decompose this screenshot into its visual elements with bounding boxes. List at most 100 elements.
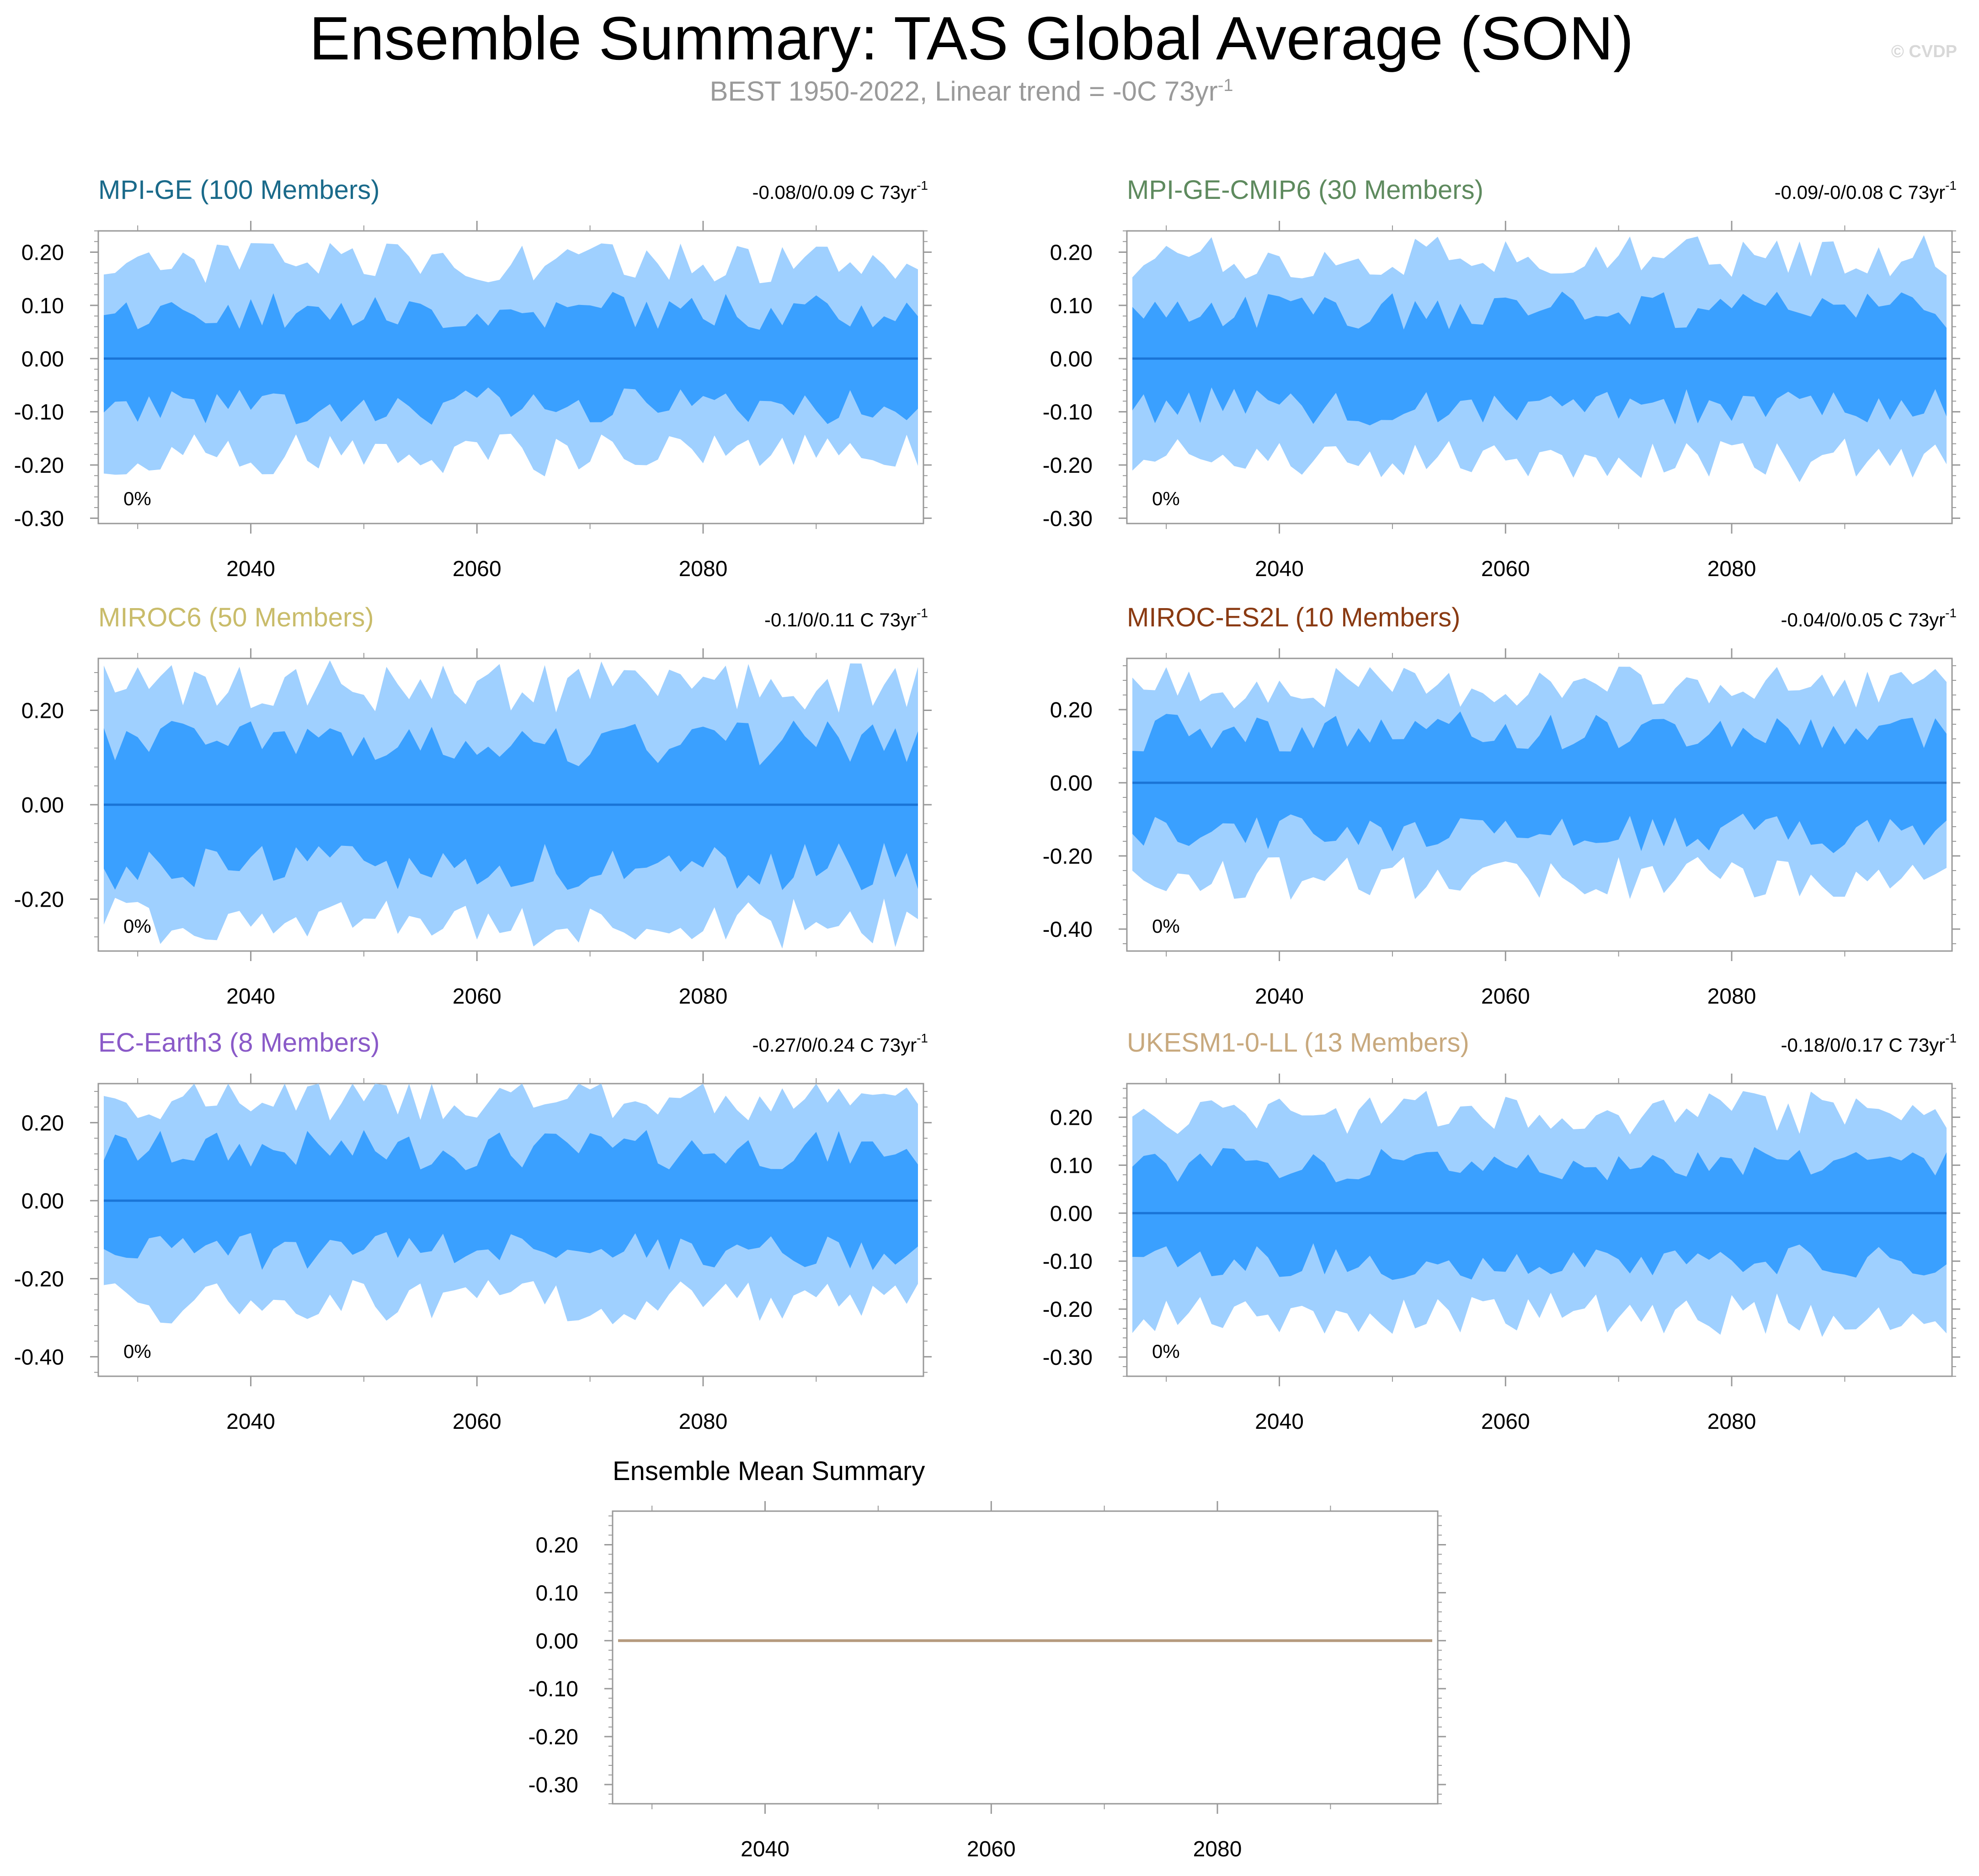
x-tick-label: 2060: [1481, 1410, 1530, 1434]
panel-percent-label: 0%: [1152, 1341, 1180, 1362]
y-tick-label: 0.00: [1050, 771, 1093, 796]
y-tick-label: 0.20: [1050, 698, 1093, 722]
y-tick-label: -0.10: [14, 401, 64, 425]
x-tick-label: 2080: [1707, 557, 1756, 581]
x-tick-label: 2080: [1707, 1410, 1756, 1434]
x-tick-label: 2080: [679, 557, 728, 581]
x-tick-label: 2060: [453, 1410, 501, 1434]
panel-title: UKESM1-0-LL (13 Members): [1127, 1028, 1469, 1058]
x-tick-label: 2040: [1255, 1410, 1304, 1434]
panel-trend-stats-sup: -1: [1945, 606, 1957, 620]
y-tick-label: -0.20: [14, 454, 64, 478]
panel-5: 0.20 0.00 -0.20 -0.40 2040 2060 2080 EC-Earth3 …: [14, 1028, 932, 1434]
y-tick-label: 0.10: [1050, 294, 1093, 318]
panel-title: MPI-GE-CMIP6 (30 Members): [1127, 175, 1483, 205]
panel-trend-stats-sup: -1: [1945, 1031, 1957, 1045]
panel-trend-stats-main: -0.18/0/0.17 C 73yr: [1781, 1034, 1946, 1056]
y-tick-label: -0.30: [1043, 1346, 1093, 1370]
y-tick-label: 0.00: [21, 793, 64, 818]
y-tick-label: 0.20: [21, 241, 64, 265]
y-tick-label: 0.10: [1050, 1154, 1093, 1178]
panel-trend-stats-main: -0.04/0/0.05 C 73yr: [1781, 609, 1946, 631]
x-tick-label: 2040: [226, 557, 275, 581]
y-tick-label: -0.10: [1043, 1250, 1093, 1274]
y-tick-label: 0.20: [1050, 1106, 1093, 1130]
y-tick-label: -0.30: [14, 507, 64, 531]
panel-title: MIROC-ES2L (10 Members): [1127, 603, 1460, 632]
plot-frame: [612, 1510, 1439, 1805]
panel-trend-stats-main: -0.1/0/0.11 C 73yr: [764, 609, 917, 631]
y-tick-label: 0.10: [21, 294, 64, 318]
panel-trend-stats: -0.04/0/0.05 C 73yr-1: [1781, 606, 1957, 631]
x-tick-label: 2040: [226, 984, 275, 1009]
panel-title: MIROC6 (50 Members): [98, 603, 374, 632]
panel-trend-stats: -0.09/-0/0.08 C 73yr-1: [1775, 178, 1957, 203]
y-tick-label: -0.20: [528, 1725, 578, 1749]
y-tick-label: -0.10: [528, 1677, 578, 1701]
panel-trend-stats-main: -0.27/0/0.24 C 73yr: [752, 1034, 917, 1056]
x-tick-label: 2060: [1481, 984, 1530, 1009]
y-tick-label: 0.00: [21, 1189, 64, 1213]
panel-6: 0.20 0.10 0.00 -0.10 -0.20 -0.30 2040 2060 2080 U…: [1043, 1028, 1960, 1434]
panel-trend-stats: -0.1/0/0.11 C 73yr-1: [764, 606, 928, 631]
panel-percent-label: 0%: [123, 915, 151, 937]
x-tick-label: 2060: [967, 1837, 1016, 1861]
y-tick-label: -0.20: [14, 887, 64, 912]
panel-2: 0.20 0.10 0.00 -0.10 -0.20 -0.30 2040 2060 2080 M…: [1043, 175, 1960, 581]
y-tick-label: -0.20: [1043, 454, 1093, 478]
y-tick-label: 0.10: [536, 1581, 578, 1605]
summary-title: Ensemble Mean Summary: [613, 1456, 925, 1486]
panel-trend-stats-sup: -1: [917, 606, 928, 620]
y-tick-label: -0.10: [1043, 401, 1093, 425]
y-tick-label: 0.20: [536, 1533, 578, 1557]
y-tick-label: 0.00: [1050, 1202, 1093, 1226]
subtitle-text: BEST 1950-2022, Linear trend = -0C 73yr: [709, 76, 1218, 107]
panel-percent-label: 0%: [123, 488, 151, 509]
y-tick-label: 0.20: [21, 1111, 64, 1135]
panel-trend-stats: -0.18/0/0.17 C 73yr-1: [1781, 1031, 1957, 1056]
panel-percent-label: 0%: [1152, 488, 1180, 509]
subtitle-superscript: -1: [1217, 76, 1233, 95]
y-tick-label: -0.40: [1043, 918, 1093, 942]
cvdp-watermark: © CVDP: [1891, 42, 1957, 61]
panel-4: 0.20 0.00 -0.20 -0.40 2040 2060 2080 MIROC-ES2L…: [1043, 603, 1960, 1009]
x-tick-label: 2040: [741, 1837, 789, 1861]
page-subtitle: BEST 1950-2022, Linear trend = -0C 73yr-…: [0, 75, 1943, 107]
panel-trend-stats-main: -0.08/0/0.09 C 73yr: [752, 182, 917, 203]
x-tick-label: 2080: [1193, 1837, 1242, 1861]
x-tick-label: 2040: [226, 1410, 275, 1434]
panel-percent-label: 0%: [123, 1341, 151, 1362]
y-tick-label: -0.30: [1043, 507, 1093, 531]
y-tick-label: 0.00: [1050, 347, 1093, 371]
panel-3: 0.20 0.00 -0.20 2040 2060 2080 MIROC6 (50 Memb…: [14, 603, 932, 1009]
y-tick-label: -0.20: [1043, 1298, 1093, 1322]
panel-title: EC-Earth3 (8 Members): [98, 1028, 380, 1058]
y-tick-label: 0.20: [1050, 241, 1093, 265]
y-tick-label: -0.40: [14, 1345, 64, 1369]
x-tick-label: 2040: [1255, 557, 1304, 581]
y-tick-label: -0.20: [1043, 844, 1093, 869]
panel-1: 0.20 0.10 0.00 -0.10 -0.20 -0.30 2040 2060 2080 M…: [14, 175, 932, 581]
panel-trend-stats-sup: -1: [1945, 178, 1957, 192]
y-tick-label: 0.20: [21, 699, 64, 723]
x-tick-label: 2080: [679, 1410, 728, 1434]
panel-trend-stats: -0.27/0/0.24 C 73yr-1: [752, 1031, 928, 1056]
panel-trend-stats-main: -0.09/-0/0.08 C 73yr: [1775, 182, 1946, 203]
panel-trend-stats-sup: -1: [917, 178, 928, 192]
x-tick-label: 2060: [453, 557, 501, 581]
x-tick-label: 2060: [1481, 557, 1530, 581]
y-tick-label: 0.00: [21, 347, 64, 371]
panel-trend-stats: -0.08/0/0.09 C 73yr-1: [752, 178, 928, 203]
x-tick-label: 2080: [679, 984, 728, 1009]
page-title: Ensemble Summary: TAS Global Average (SO…: [309, 5, 1634, 73]
panel-percent-label: 0%: [1152, 915, 1180, 937]
panel-7: 0.20 0.10 0.00 -0.10 -0.20 -0.30 2040 2060 2080 E…: [528, 1456, 1446, 1861]
x-tick-label: 2080: [1707, 984, 1756, 1009]
panel-title: MPI-GE (100 Members): [98, 175, 380, 205]
panel-trend-stats-sup: -1: [917, 1031, 928, 1045]
x-tick-label: 2040: [1255, 984, 1304, 1009]
y-tick-label: -0.20: [14, 1267, 64, 1292]
y-tick-label: -0.30: [528, 1773, 578, 1797]
